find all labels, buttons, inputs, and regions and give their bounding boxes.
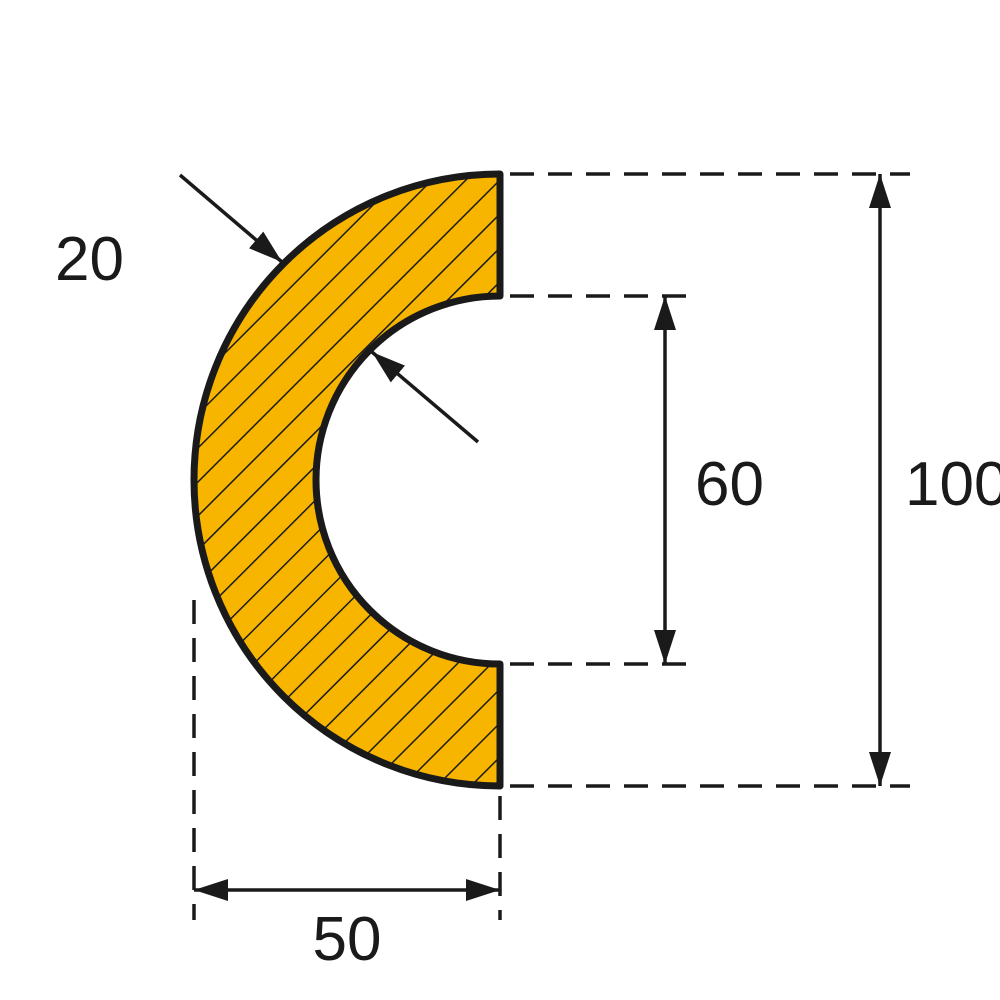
dim-half-width-label: 50 — [313, 905, 382, 974]
dim-outer-diameter-label: 100 — [905, 450, 1000, 519]
dim-inner-diameter-label: 60 — [695, 450, 764, 519]
dim-inner-diameter: 60 — [665, 296, 764, 664]
dim-outer-diameter: 100 — [880, 174, 1000, 786]
profile-fill — [194, 174, 500, 786]
dim-half-width: 50 — [194, 890, 500, 974]
profile-cross-section — [194, 174, 500, 786]
dim-wall-thickness-label: 20 — [55, 225, 124, 294]
technical-drawing: 100 60 50 20 — [0, 0, 1000, 1000]
